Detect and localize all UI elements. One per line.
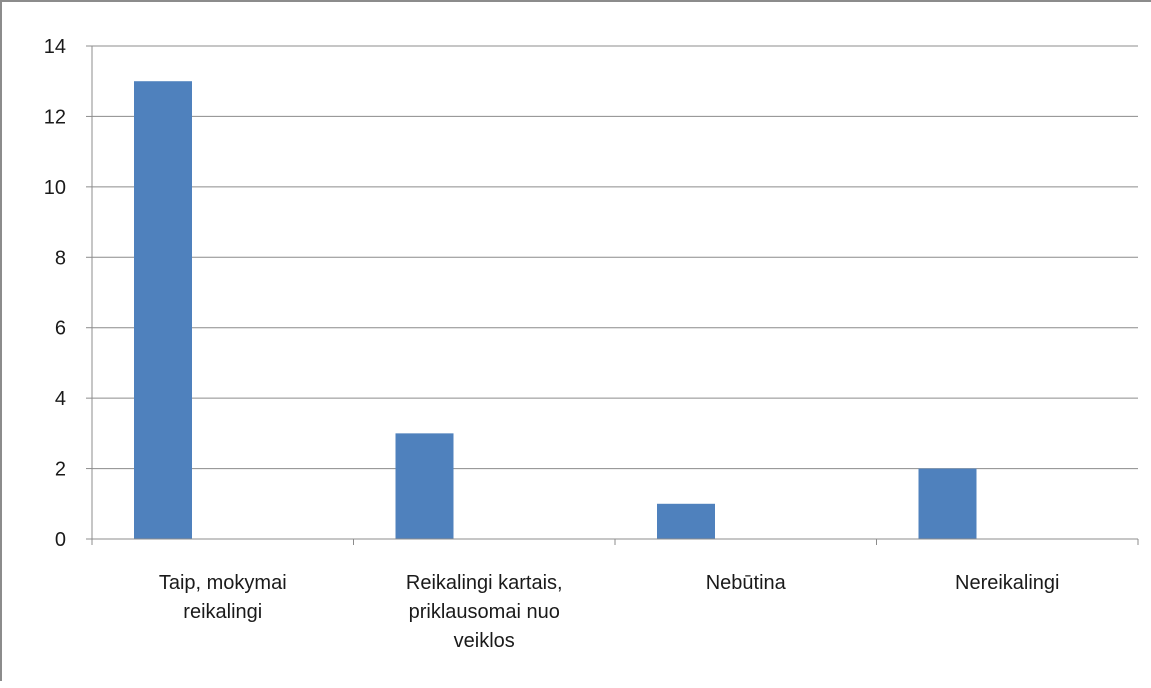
y-tick-label: 10 [44, 177, 66, 199]
bars [134, 81, 977, 539]
x-tick-label: Nebūtina [706, 572, 787, 594]
x-tick-label-line: Reikalingi kartais, [406, 572, 563, 594]
x-tick-label-line: Nereikalingi [955, 572, 1060, 594]
y-tick-label: 14 [44, 36, 66, 58]
y-tick-labels: 0 2 4 6 8 10 12 14 [44, 36, 66, 551]
axes [86, 45, 1139, 545]
bar [395, 433, 454, 539]
bar [657, 503, 715, 539]
gridlines [92, 45, 1138, 470]
y-tick-label: 4 [55, 388, 66, 410]
x-tick-label-line: veiklos [454, 630, 515, 652]
y-tick-label: 8 [55, 247, 66, 269]
x-tick-label: Reikalingi kartais, priklausomai nuo veikl… [406, 572, 563, 652]
x-tick-label: Taip, mokymai reikalingi [159, 572, 287, 623]
y-tick-label: 6 [55, 318, 66, 340]
bar [134, 81, 192, 539]
x-tick-label: Nereikalingi [955, 572, 1060, 594]
bar [918, 468, 977, 539]
x-tick-labels: Taip, mokymai reikalingi Reikalingi kartai… [159, 572, 1060, 652]
x-tick-label-line: Nebūtina [706, 572, 787, 594]
x-tick-label-line: reikalingi [183, 601, 262, 623]
y-tick-label: 12 [44, 106, 66, 128]
x-tick-label-line: Taip, mokymai [159, 572, 287, 594]
x-tick-label-line: priklausomai nuo [409, 601, 560, 623]
y-tick-label: 0 [55, 529, 66, 551]
y-tick-label: 2 [55, 459, 66, 481]
